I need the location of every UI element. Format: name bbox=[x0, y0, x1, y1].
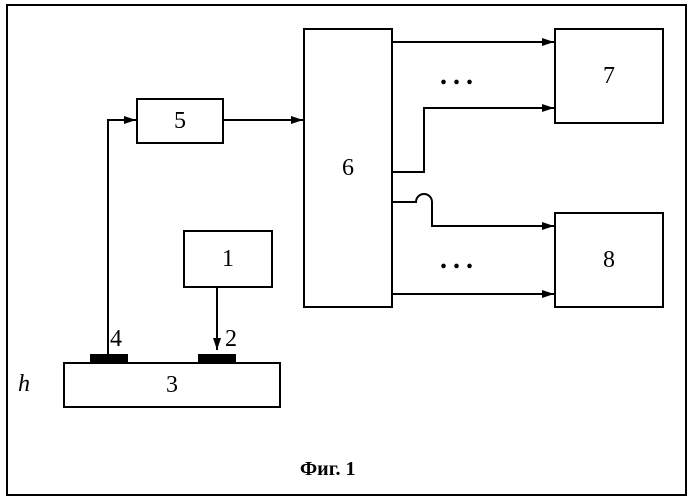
node-label-n1: 1 bbox=[222, 246, 234, 273]
node-n8: 8 bbox=[554, 212, 664, 308]
node-label-n6: 6 bbox=[342, 155, 354, 182]
side-label-h: h bbox=[18, 371, 30, 398]
contact-rect-r_right bbox=[198, 354, 236, 362]
free-label-l4: 4 bbox=[110, 326, 122, 353]
node-n1: 1 bbox=[183, 230, 273, 288]
free-label-l2: 2 bbox=[225, 326, 237, 353]
ellipsis-e_bottom: ... bbox=[440, 246, 479, 274]
node-label-n8: 8 bbox=[603, 247, 615, 274]
figure-caption: Фиг. 1 bbox=[300, 458, 356, 481]
node-label-n5: 5 bbox=[174, 108, 186, 135]
node-n3: 3 bbox=[63, 362, 281, 408]
contact-rect-r_left bbox=[90, 354, 128, 362]
node-label-n3: 3 bbox=[166, 372, 178, 399]
node-n6: 6 bbox=[303, 28, 393, 308]
node-n5: 5 bbox=[136, 98, 224, 144]
node-n7: 7 bbox=[554, 28, 664, 124]
node-label-n7: 7 bbox=[603, 63, 615, 90]
ellipsis-e_top: ... bbox=[440, 62, 479, 90]
